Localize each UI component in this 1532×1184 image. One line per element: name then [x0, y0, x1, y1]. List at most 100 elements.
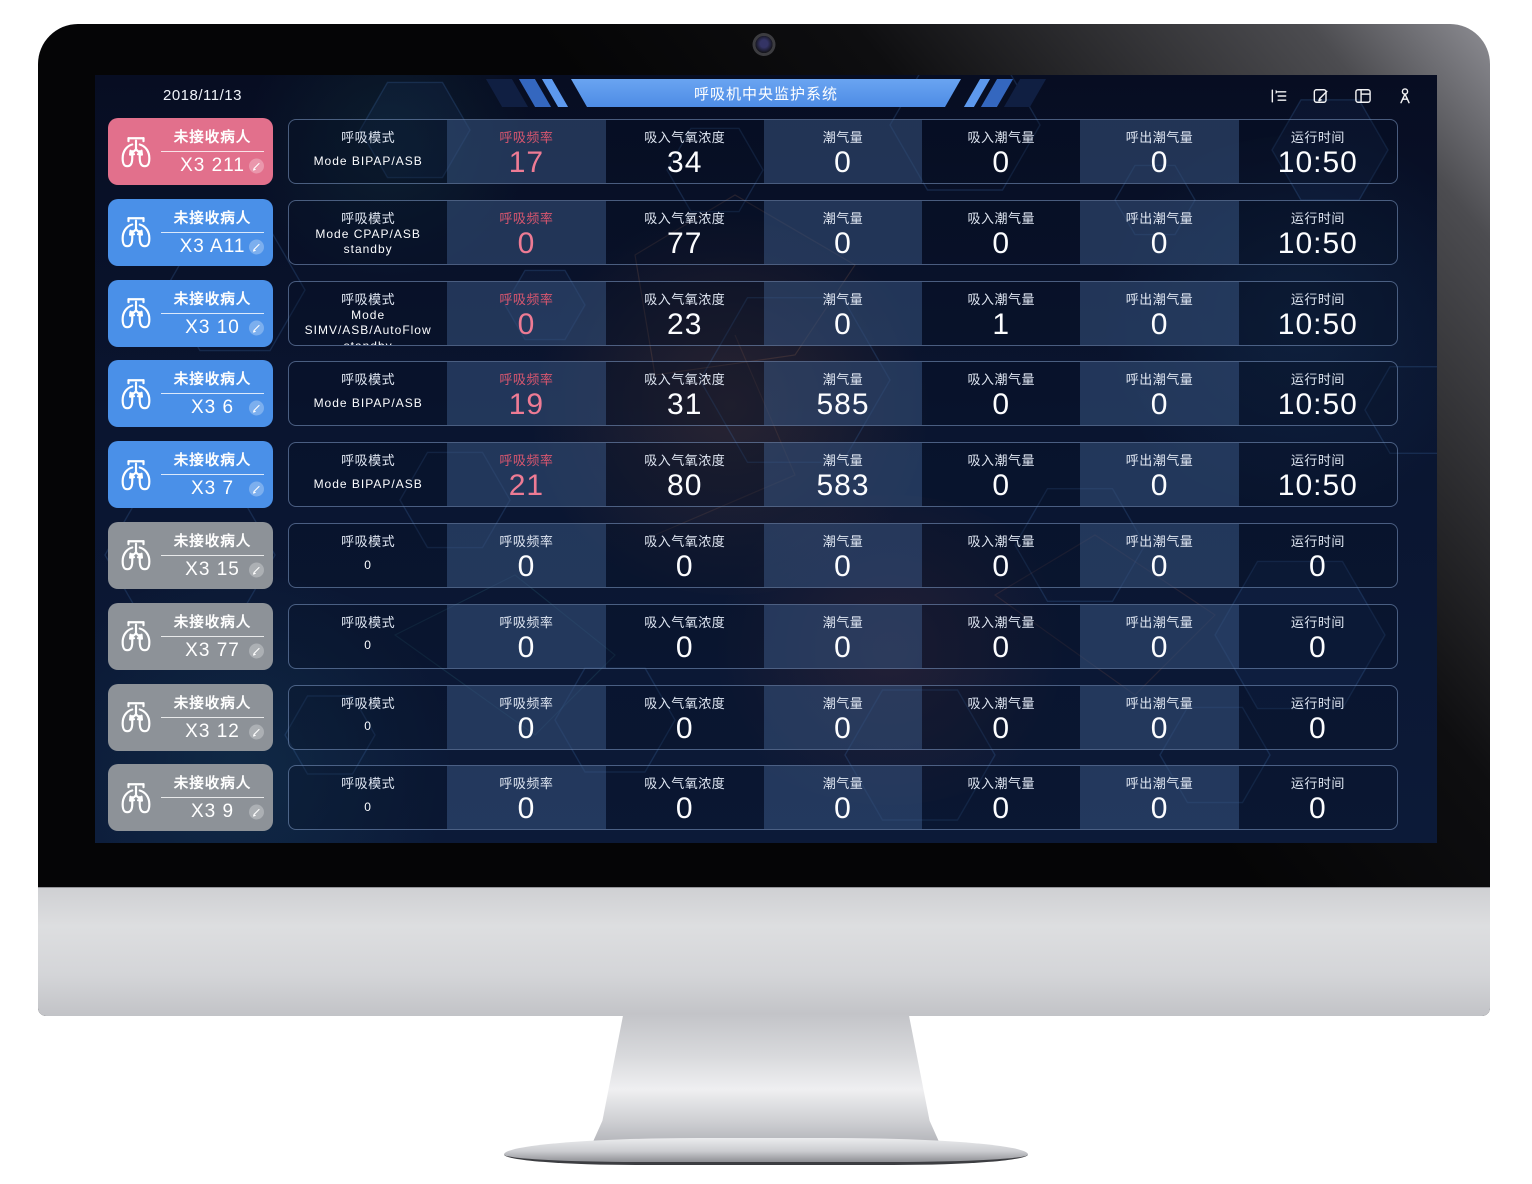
edit-badge-icon[interactable]	[249, 400, 264, 416]
patient-card[interactable]: 未接收病人 X3 7	[108, 441, 273, 509]
cell-value: 0	[1308, 549, 1327, 583]
cell-label: 吸入潮气量	[967, 695, 1036, 711]
cell-label: 潮气量	[822, 130, 864, 145]
cell-label: 呼吸模式	[341, 130, 396, 145]
cell-label: 呼出潮气量	[1125, 130, 1194, 145]
cell-value: Mode CPAP/ASB standby	[315, 226, 421, 257]
cell-value: 0	[364, 800, 372, 815]
cell-rr: 呼吸频率 0	[447, 523, 606, 587]
cell-value: 0	[1150, 711, 1169, 745]
vitals-row: 呼吸模式 0 呼吸频率 0 吸入气氧浓度 0 潮气量 0 吸入潮气量 0 呼出潮气量 0 运行时间 0	[288, 765, 1398, 831]
cell-runtime: 运行时间 10:50	[1239, 362, 1397, 425]
cell-label: 吸入气氧浓度	[644, 614, 726, 630]
cell-vte: 呼出潮气量 0	[1080, 685, 1239, 749]
edit-badge-icon[interactable]	[249, 239, 264, 255]
user-icon[interactable]	[1395, 86, 1415, 106]
cell-value: 0	[834, 307, 852, 341]
cell-value: 19	[508, 388, 545, 422]
patient-id: X3 6	[190, 397, 235, 419]
cell-rr: 呼吸频率 19	[447, 362, 606, 426]
vitals-row: 呼吸模式 0 呼吸频率 0 吸入气氧浓度 0 潮气量 0 吸入潮气量 0 呼出潮气量 0 运行时间 0	[288, 684, 1398, 750]
patient-status: 未接收病人	[161, 692, 264, 718]
cell-value: 0	[992, 711, 1011, 745]
cell-label: 呼出潮气量	[1125, 695, 1194, 711]
edit-badge-icon[interactable]	[249, 643, 264, 659]
cell-value: 21	[508, 469, 545, 503]
patient-card[interactable]: 未接收病人 X3 6	[108, 360, 273, 428]
patient-row: 未接收病人 X3 6 呼吸模式 Mode BIPAP/ASB 呼吸频率 19 吸入气氧浓…	[108, 360, 1398, 428]
edit-badge-icon[interactable]	[249, 158, 264, 174]
cell-value: 0	[675, 549, 694, 583]
cell-vti: 吸入潮气量 0	[922, 201, 1080, 264]
cell-value: 0	[1150, 549, 1169, 583]
cell-value: 0	[1150, 792, 1169, 826]
cell-value: 0	[1150, 469, 1169, 503]
patient-card[interactable]: 未接收病人 X3 9	[108, 764, 273, 832]
cell-runtime: 运行时间 0	[1239, 766, 1397, 829]
edit-badge-icon[interactable]	[249, 481, 264, 497]
vitals-row: 呼吸模式 Mode CPAP/ASB standby 呼吸频率 0 吸入气氧浓度 77 潮气…	[288, 199, 1398, 265]
patient-card[interactable]: 未接收病人 X3 A11	[108, 198, 273, 266]
cell-label: 呼吸模式	[341, 210, 396, 226]
edit-badge-icon[interactable]	[249, 320, 264, 336]
edit-badge-icon[interactable]	[249, 804, 264, 820]
patient-status: 未接收病人	[161, 207, 264, 233]
edit-note-icon[interactable]	[1311, 86, 1331, 106]
cell-rr: 呼吸频率 17	[447, 120, 606, 183]
cell-vti: 吸入潮气量 0	[922, 120, 1080, 183]
cell-mode: 呼吸模式 0	[289, 605, 447, 668]
cell-value: 585	[816, 388, 870, 422]
edit-badge-icon[interactable]	[249, 562, 264, 578]
cell-label: 呼吸频率	[499, 776, 554, 792]
patient-card[interactable]: 未接收病人 X3 15	[108, 521, 273, 589]
cell-label: 呼吸频率	[499, 372, 554, 388]
cell-label: 呼吸模式	[341, 695, 396, 711]
cell-label: 运行时间	[1290, 695, 1345, 711]
cell-vt: 潮气量 0	[763, 120, 923, 183]
cell-label: 呼吸频率	[499, 533, 554, 549]
cell-vte: 呼出潮气量 0	[1080, 281, 1239, 345]
cell-label: 吸入潮气量	[967, 291, 1036, 307]
cell-label: 呼出潮气量	[1125, 453, 1194, 469]
cell-mode: 呼吸模式 Mode BIPAP/ASB	[289, 120, 447, 183]
layout-icon[interactable]	[1353, 86, 1373, 106]
cell-value: 34	[667, 146, 703, 179]
cell-label: 吸入潮气量	[967, 614, 1036, 630]
cell-value: 0	[364, 557, 372, 572]
cell-label: 吸入潮气量	[967, 210, 1036, 226]
patient-card[interactable]: 未接收病人 X3 12	[108, 683, 273, 751]
patient-card[interactable]: 未接收病人 X3 211	[108, 118, 273, 185]
cell-vt: 潮气量 0	[763, 200, 923, 264]
cell-rr: 呼吸频率 0	[447, 604, 606, 668]
cell-value: 0	[992, 388, 1011, 422]
cell-label: 吸入潮气量	[967, 372, 1036, 388]
cell-mode: 呼吸模式 Mode BIPAP/ASB	[289, 362, 447, 425]
patient-card[interactable]: 未接收病人 X3 10	[108, 279, 273, 347]
cell-value: 10:50	[1277, 146, 1358, 179]
cell-fio2: 吸入气氧浓度 80	[606, 443, 764, 506]
edit-badge-icon[interactable]	[249, 724, 264, 740]
cell-runtime: 运行时间 0	[1239, 686, 1397, 749]
cell-value: 0	[992, 792, 1011, 826]
cell-value: 0	[834, 146, 852, 179]
vitals-row: 呼吸模式 Mode BIPAP/ASB 呼吸频率 19 吸入气氧浓度 31 潮气量 585 吸入…	[288, 361, 1398, 427]
cell-value: 0	[1308, 630, 1327, 664]
patient-id: X3 A11	[179, 235, 246, 257]
cell-vti: 吸入潮气量 1	[922, 282, 1080, 345]
patient-id: X3 77	[185, 639, 240, 661]
screen: 2018/11/13 呼吸机中央监护系统	[95, 75, 1437, 843]
patient-status: 未接收病人	[161, 611, 264, 637]
vitals-row: 呼吸模式 0 呼吸频率 0 吸入气氧浓度 0 潮气量 0 吸入潮气量 0 呼出潮气量 0 运行时间 0	[288, 603, 1398, 669]
cell-label: 呼吸频率	[499, 210, 554, 226]
cell-value: 0	[1150, 630, 1169, 664]
menu-fold-icon[interactable]	[1269, 86, 1289, 106]
patient-status: 未接收病人	[161, 772, 264, 799]
cell-value: 0	[517, 711, 536, 745]
cell-label: 呼吸模式	[341, 453, 396, 469]
cell-value: 1	[992, 307, 1011, 341]
page-title: 呼吸机中央监护系统	[693, 85, 838, 103]
cell-value: 0	[1308, 711, 1327, 745]
patient-card[interactable]: 未接收病人 X3 77	[108, 602, 273, 670]
